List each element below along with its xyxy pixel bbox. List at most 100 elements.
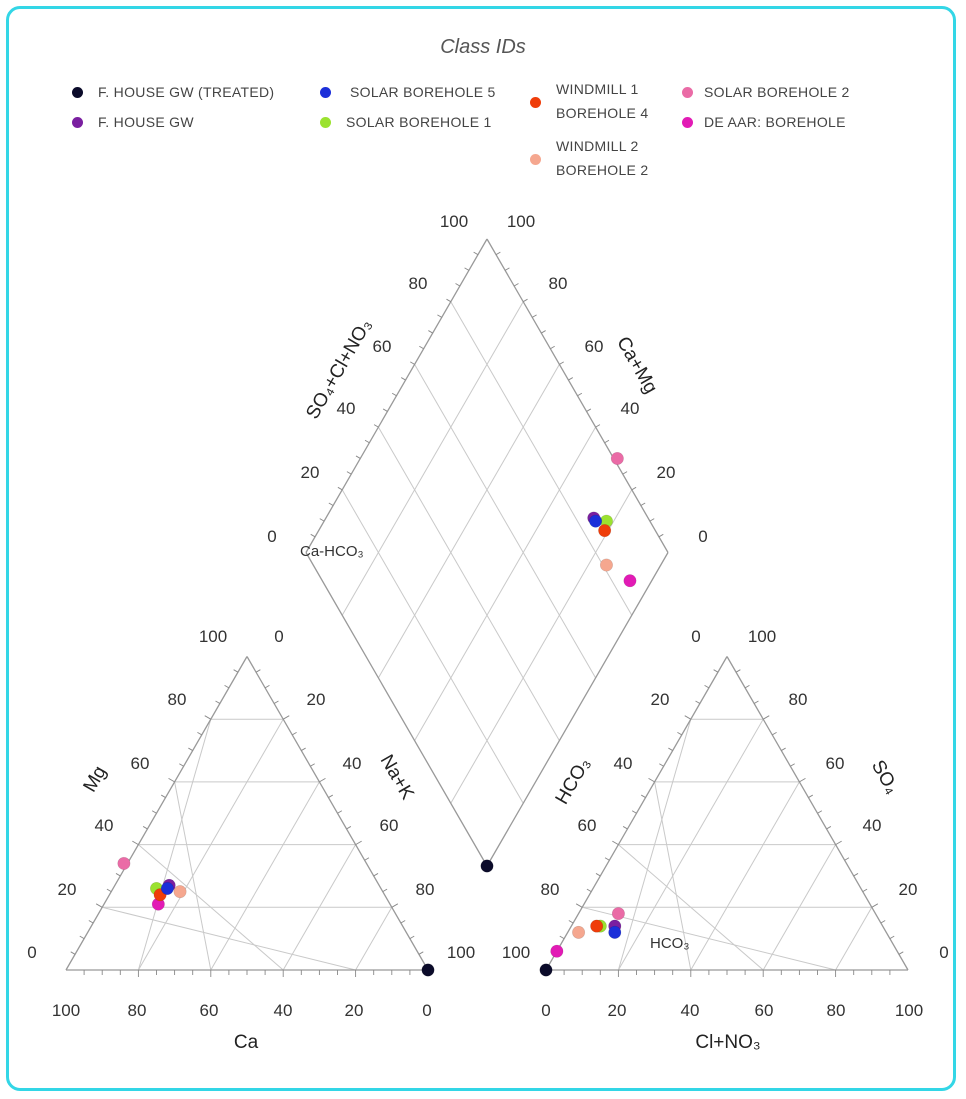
axis-tick — [648, 778, 655, 783]
cation-right-ticks: 0 20 40 60 80 100 — [274, 627, 475, 962]
axis-tick — [735, 669, 741, 673]
axis-tick — [744, 684, 750, 689]
tick-label: 20 — [651, 690, 670, 709]
grid-line — [450, 489, 633, 804]
tick-label: 100 — [502, 943, 530, 962]
tick-label: 60 — [131, 754, 150, 773]
axis-tick — [595, 873, 601, 877]
axis-tick — [301, 747, 306, 751]
axis-tick — [622, 826, 628, 830]
axis-tick — [328, 502, 334, 506]
axis-tick — [844, 857, 850, 861]
axis-tick — [355, 840, 362, 845]
axis-tick — [541, 330, 546, 334]
data-point-anion — [590, 919, 604, 933]
axis-tick — [382, 408, 388, 412]
diamond-right-axis-title: Ca+Mg — [612, 333, 661, 397]
axis-tick — [204, 715, 212, 720]
tick-label: 80 — [409, 274, 428, 293]
axis-tick — [464, 267, 470, 271]
legend-label: DE AAR: BOREHOLE — [704, 114, 846, 130]
tick-label: 20 — [307, 690, 326, 709]
axis-tick — [233, 669, 239, 673]
axis-tick — [622, 471, 628, 475]
axis-tick — [319, 778, 326, 783]
data-point-anion — [550, 944, 564, 958]
grid-line — [582, 906, 836, 971]
axis-tick — [504, 267, 510, 271]
axis-tick — [713, 669, 719, 673]
axis-tick — [640, 794, 646, 798]
axis-tick — [826, 826, 832, 830]
axis-tick — [835, 840, 842, 845]
axis-tick — [410, 361, 415, 365]
cation-bottom-ticks: 100 80 60 40 20 0 — [52, 1001, 432, 1020]
axis-tick — [604, 439, 610, 444]
anion-left-ticks: 100 80 60 40 20 0 — [502, 627, 701, 962]
tick-label: 20 — [899, 880, 918, 899]
axis-tick — [559, 361, 564, 365]
data-point-diamond — [480, 859, 494, 873]
axis-tick — [446, 298, 452, 303]
axis-tick — [631, 486, 637, 491]
axis-tick — [790, 763, 795, 767]
tick-label: 100 — [199, 627, 227, 646]
data-point-cation — [117, 856, 131, 870]
axis-tick — [604, 857, 610, 861]
anion-bottom-ticks: 0 20 40 60 80 100 — [541, 1001, 923, 1020]
tick-label: 60 — [200, 1001, 219, 1020]
tick-label: 80 — [549, 274, 568, 293]
anion-right-ticks: 100 80 60 40 20 0 — [748, 627, 949, 962]
axis-tick — [862, 888, 868, 893]
axis-tick — [337, 810, 343, 814]
data-point-cation — [160, 881, 174, 895]
tick-label: 40 — [343, 754, 362, 773]
axis-tick — [659, 763, 664, 767]
grid-line — [377, 426, 560, 741]
axis-tick — [817, 810, 823, 814]
axis-tick — [310, 763, 315, 767]
diamond-annotation: Ca-HCO₃ — [300, 543, 364, 560]
legend-label: WINDMILL 1 — [556, 81, 639, 97]
data-point-diamond — [598, 524, 612, 538]
legend-label: BOREHOLE 4 — [556, 105, 649, 121]
axis-tick — [577, 392, 583, 397]
tick-label: 100 — [447, 943, 475, 962]
axis-tick — [550, 345, 555, 350]
data-point-anion — [611, 907, 625, 921]
axis-tick — [889, 935, 895, 940]
tick-label: 0 — [267, 527, 276, 546]
axis-tick — [142, 826, 148, 830]
axis-tick — [898, 951, 904, 955]
cation-bottom-axis-title: Ca — [234, 1032, 259, 1053]
tick-label: 80 — [789, 690, 808, 709]
axis-tick — [612, 840, 619, 845]
axis-tick — [88, 920, 94, 924]
tick-label: 80 — [168, 690, 187, 709]
legend-label: SOLAR BOREHOLE 1 — [346, 114, 492, 130]
legend-marker — [530, 97, 541, 108]
legend-label: BOREHOLE 2 — [556, 162, 649, 178]
legend-label: F. HOUSE GW — [98, 114, 194, 130]
axis-tick — [668, 747, 673, 751]
axis-tick — [649, 518, 655, 522]
axis-tick — [772, 731, 777, 736]
axis-tick — [179, 763, 184, 767]
axis-tick — [871, 903, 879, 908]
tick-label: 100 — [748, 627, 776, 646]
legend-marker — [320, 87, 331, 98]
anion-left-axis-title: HCO₃ — [552, 754, 595, 808]
data-point-diamond — [610, 451, 624, 465]
data-point-anion — [539, 963, 553, 977]
axis-tick — [568, 920, 574, 924]
axis-tick — [106, 888, 112, 893]
axis-tick — [753, 700, 759, 704]
tick-label: 40 — [681, 1001, 700, 1020]
cation-right-axis-title: Na+K — [376, 751, 418, 803]
tick-label: 60 — [373, 337, 392, 356]
grid-line — [138, 844, 284, 971]
axis-tick — [292, 731, 297, 736]
axis-tick — [684, 715, 692, 720]
legend-marker — [682, 87, 693, 98]
